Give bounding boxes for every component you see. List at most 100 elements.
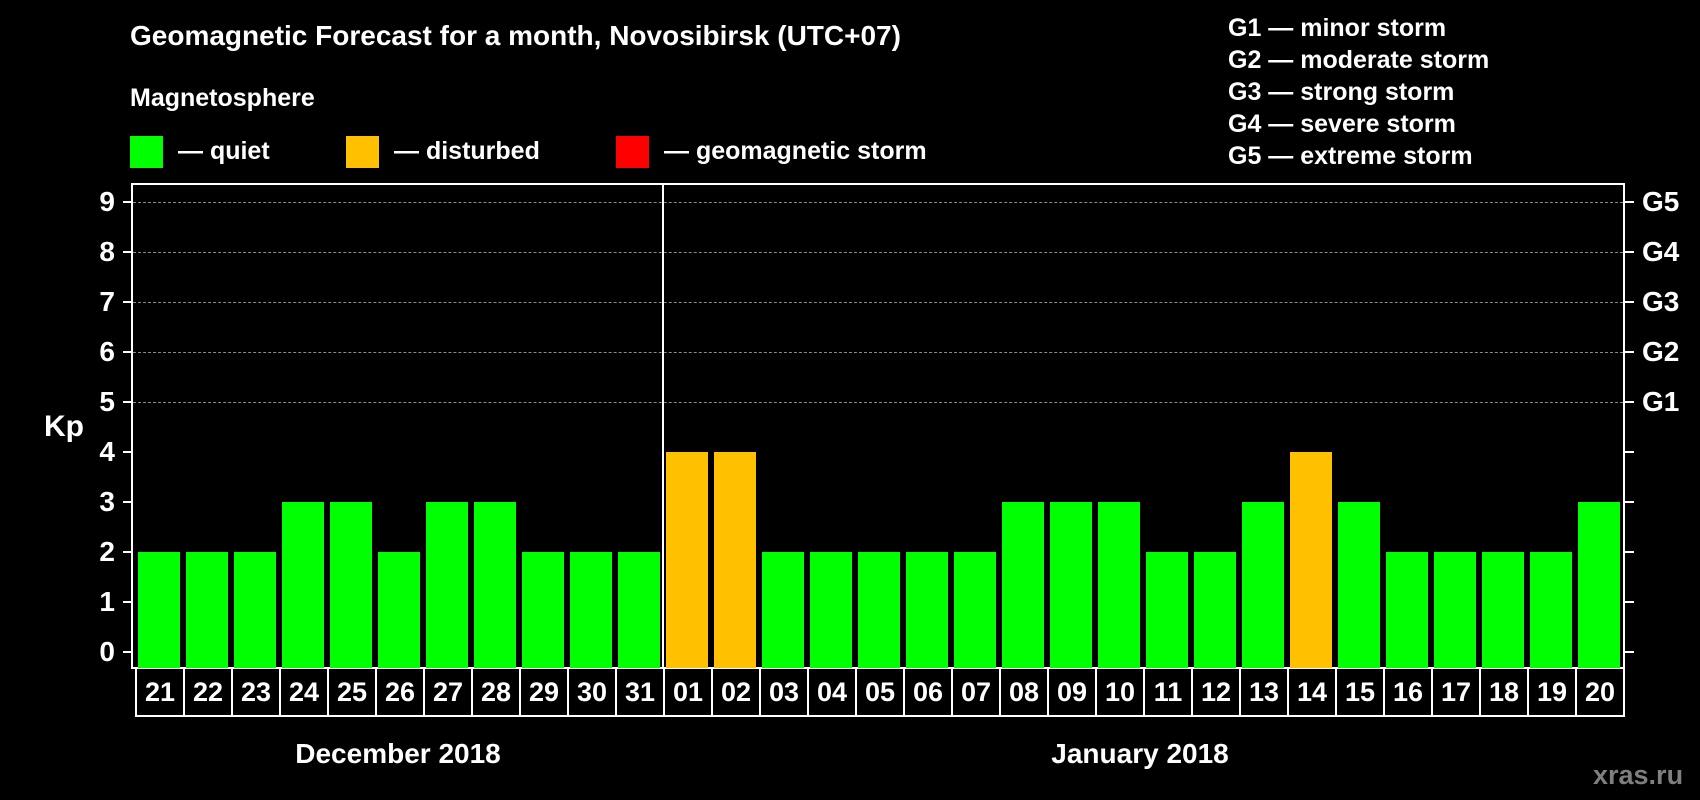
y-tick [123,301,132,303]
kp-bar-10 [1098,502,1140,668]
date-cell: 17 [1433,669,1481,715]
g-legend-item: G2 — moderate storm [1228,46,1490,74]
g-level-label: G2 [1642,336,1680,367]
g-legend-item: G4 — severe storm [1228,110,1456,138]
y-axis-label: Kp [44,410,84,443]
date-cell: 04 [809,669,857,715]
kp-bar-01 [666,452,708,668]
y-tick [123,451,132,453]
kp-bar-29 [522,552,564,668]
disturbed-swatch [346,135,379,168]
y-tick [123,401,132,403]
kp-bar-05 [858,552,900,668]
y-tick-label: 5 [99,386,115,417]
g-scale-legend: G1 — minor storm G2 — moderate storm G3 … [1228,12,1489,172]
y-tick [123,351,132,353]
date-cell: 01 [665,669,713,715]
date-cell: 28 [473,669,521,715]
date-cell: 14 [1289,669,1337,715]
date-cell: 05 [857,669,905,715]
y-tick [123,501,132,503]
date-cell: 15 [1337,669,1385,715]
kp-bar-28 [474,502,516,668]
kp-bar-30 [570,552,612,668]
gridline [133,352,1623,353]
y-tick [123,601,132,603]
gridline [133,302,1623,303]
y-tick-label: 1 [99,586,115,617]
kp-bar-14 [1290,452,1332,668]
legend-label: — geomagnetic storm [664,137,927,165]
date-cell: 16 [1385,669,1433,715]
date-cell: 20 [1577,669,1625,715]
gridline [133,252,1623,253]
date-cell: 03 [761,669,809,715]
g-level-label: G3 [1642,286,1680,317]
kp-bar-04 [810,552,852,668]
y-tick-right [1625,251,1634,253]
y-tick-right [1625,401,1634,403]
y-tick-right [1625,351,1634,353]
date-cell: 22 [185,669,233,715]
kp-bar-15 [1338,502,1380,668]
gridline [133,202,1623,203]
kp-bar-25 [330,502,372,668]
g-legend-item: G3 — strong storm [1228,78,1455,106]
quiet-swatch [130,135,163,168]
y-tick-label: 0 [99,636,115,667]
y-tick-right [1625,201,1634,203]
g-level-label: G1 [1642,386,1680,417]
date-cell: 02 [713,669,761,715]
date-cell: 08 [1001,669,1049,715]
y-tick [123,651,132,653]
storm-swatch [616,135,649,168]
kp-bar-20 [1578,502,1620,668]
legend-label: — disturbed [394,137,540,165]
legend-item-disturbed: — disturbed [346,135,540,168]
month-divider [662,183,664,669]
y-tick-label: 6 [99,336,115,367]
kp-bar-08 [1002,502,1044,668]
legend-heading: Magnetosphere [130,84,315,112]
date-cell: 24 [281,669,329,715]
y-tick-label: 3 [99,486,115,517]
g-level-label: G4 [1642,236,1680,267]
date-cell: 07 [953,669,1001,715]
kp-bar-06 [906,552,948,668]
g-level-label: G5 [1642,186,1680,217]
kp-bar-19 [1530,552,1572,668]
y-tick-right [1625,451,1634,453]
kp-bar-16 [1386,552,1428,668]
date-cell: 10 [1097,669,1145,715]
kp-bar-31 [618,552,660,668]
legend-item-quiet: — quiet [130,135,270,168]
kp-bar-03 [762,552,804,668]
g-legend-item: G5 — extreme storm [1228,142,1473,170]
plot-area [131,183,1625,669]
kp-bar-07 [954,552,996,668]
y-tick-right [1625,601,1634,603]
legend-item-storm: — geomagnetic storm [616,135,927,168]
y-tick-right [1625,551,1634,553]
kp-bar-27 [426,502,468,668]
y-tick-label: 4 [99,436,115,467]
legend-label: — quiet [178,137,270,165]
y-tick-label: 7 [99,286,115,317]
kp-bar-18 [1482,552,1524,668]
kp-bar-24 [282,502,324,668]
y-tick [123,551,132,553]
kp-bar-12 [1194,552,1236,668]
kp-bar-02 [714,452,756,668]
watermark: xras.ru [1593,760,1684,790]
y-tick [123,251,132,253]
y-tick-right [1625,501,1634,503]
g-legend-item: G1 — minor storm [1228,14,1447,42]
date-cell: 27 [425,669,473,715]
month-label-january: January 2018 [1051,738,1229,769]
chart-title: Geomagnetic Forecast for a month, Novosi… [130,20,901,51]
date-axis: 21 22 23 24 25 26 27 28 29 30 31 01 02 03 04 05 06 07 08 09… [135,669,1625,717]
kp-bar-22 [186,552,228,668]
date-cell: 19 [1529,669,1577,715]
date-cell: 18 [1481,669,1529,715]
date-cell: 11 [1145,669,1193,715]
